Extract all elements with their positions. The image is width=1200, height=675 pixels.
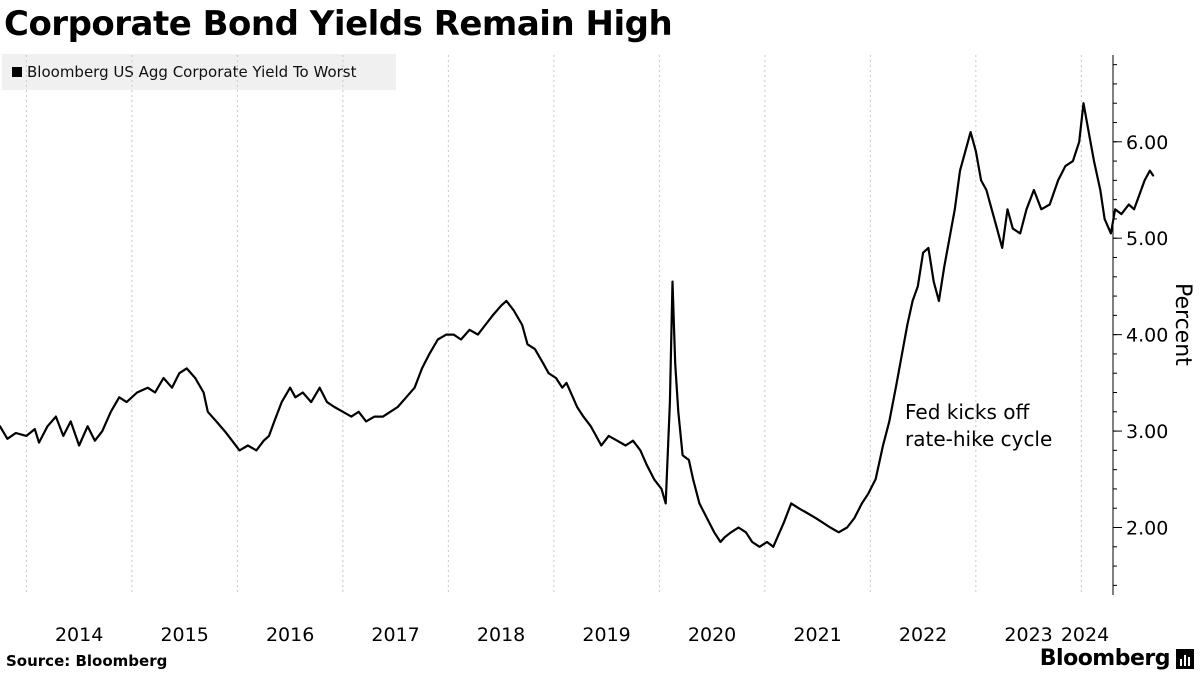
annotation-line-2: rate-hike cycle — [905, 427, 1052, 451]
y-tick-label: 4.00 — [1126, 325, 1168, 347]
x-tick-label-2024: 2024 — [1061, 624, 1109, 646]
bloomberg-terminal-icon — [1176, 649, 1194, 669]
chart-title: Corporate Bond Yields Remain High — [4, 4, 673, 44]
x-tick-label-2018: 2018 — [477, 624, 525, 646]
x-axis: 2014 2015 2016 2017 2018 2019 2020 2021 2022 2023… — [55, 624, 1109, 646]
x-tick-label-2019: 2019 — [582, 624, 630, 646]
annotation-line-1: Fed kicks off — [905, 400, 1030, 424]
series-group — [0, 102, 1155, 548]
y-tick-label: 5.00 — [1126, 228, 1168, 250]
x-tick-label-2017: 2017 — [371, 624, 419, 646]
x-tick-label-2015: 2015 — [160, 624, 208, 646]
y-tick-label: 6.00 — [1126, 132, 1168, 154]
x-tick-label-2021: 2021 — [793, 624, 841, 646]
x-tick-label-2016: 2016 — [266, 624, 314, 646]
source-note: Source: Bloomberg — [6, 652, 168, 670]
y-tick-label: 3.00 — [1126, 421, 1168, 443]
y-axis-label: Percent — [1170, 283, 1195, 366]
legend-label: Bloomberg US Agg Corporate Yield To Wors… — [27, 63, 357, 81]
x-tick-label-2023: 2023 — [1004, 624, 1052, 646]
series-line-0 — [0, 102, 1155, 548]
x-tick-label-2014: 2014 — [55, 624, 103, 646]
legend-swatch — [12, 67, 22, 77]
brand-logo: Bloomberg — [1039, 646, 1171, 671]
y-tick-label: 2.00 — [1126, 518, 1168, 540]
legend: Bloomberg US Agg Corporate Yield To Wors… — [2, 54, 396, 90]
x-tick-label-2020: 2020 — [688, 624, 736, 646]
y-axis: 2.00 3.00 4.00 5.00 6.00 — [1112, 55, 1168, 595]
x-tick-label-2022: 2022 — [899, 624, 947, 646]
grid-lines — [25, 55, 1082, 595]
